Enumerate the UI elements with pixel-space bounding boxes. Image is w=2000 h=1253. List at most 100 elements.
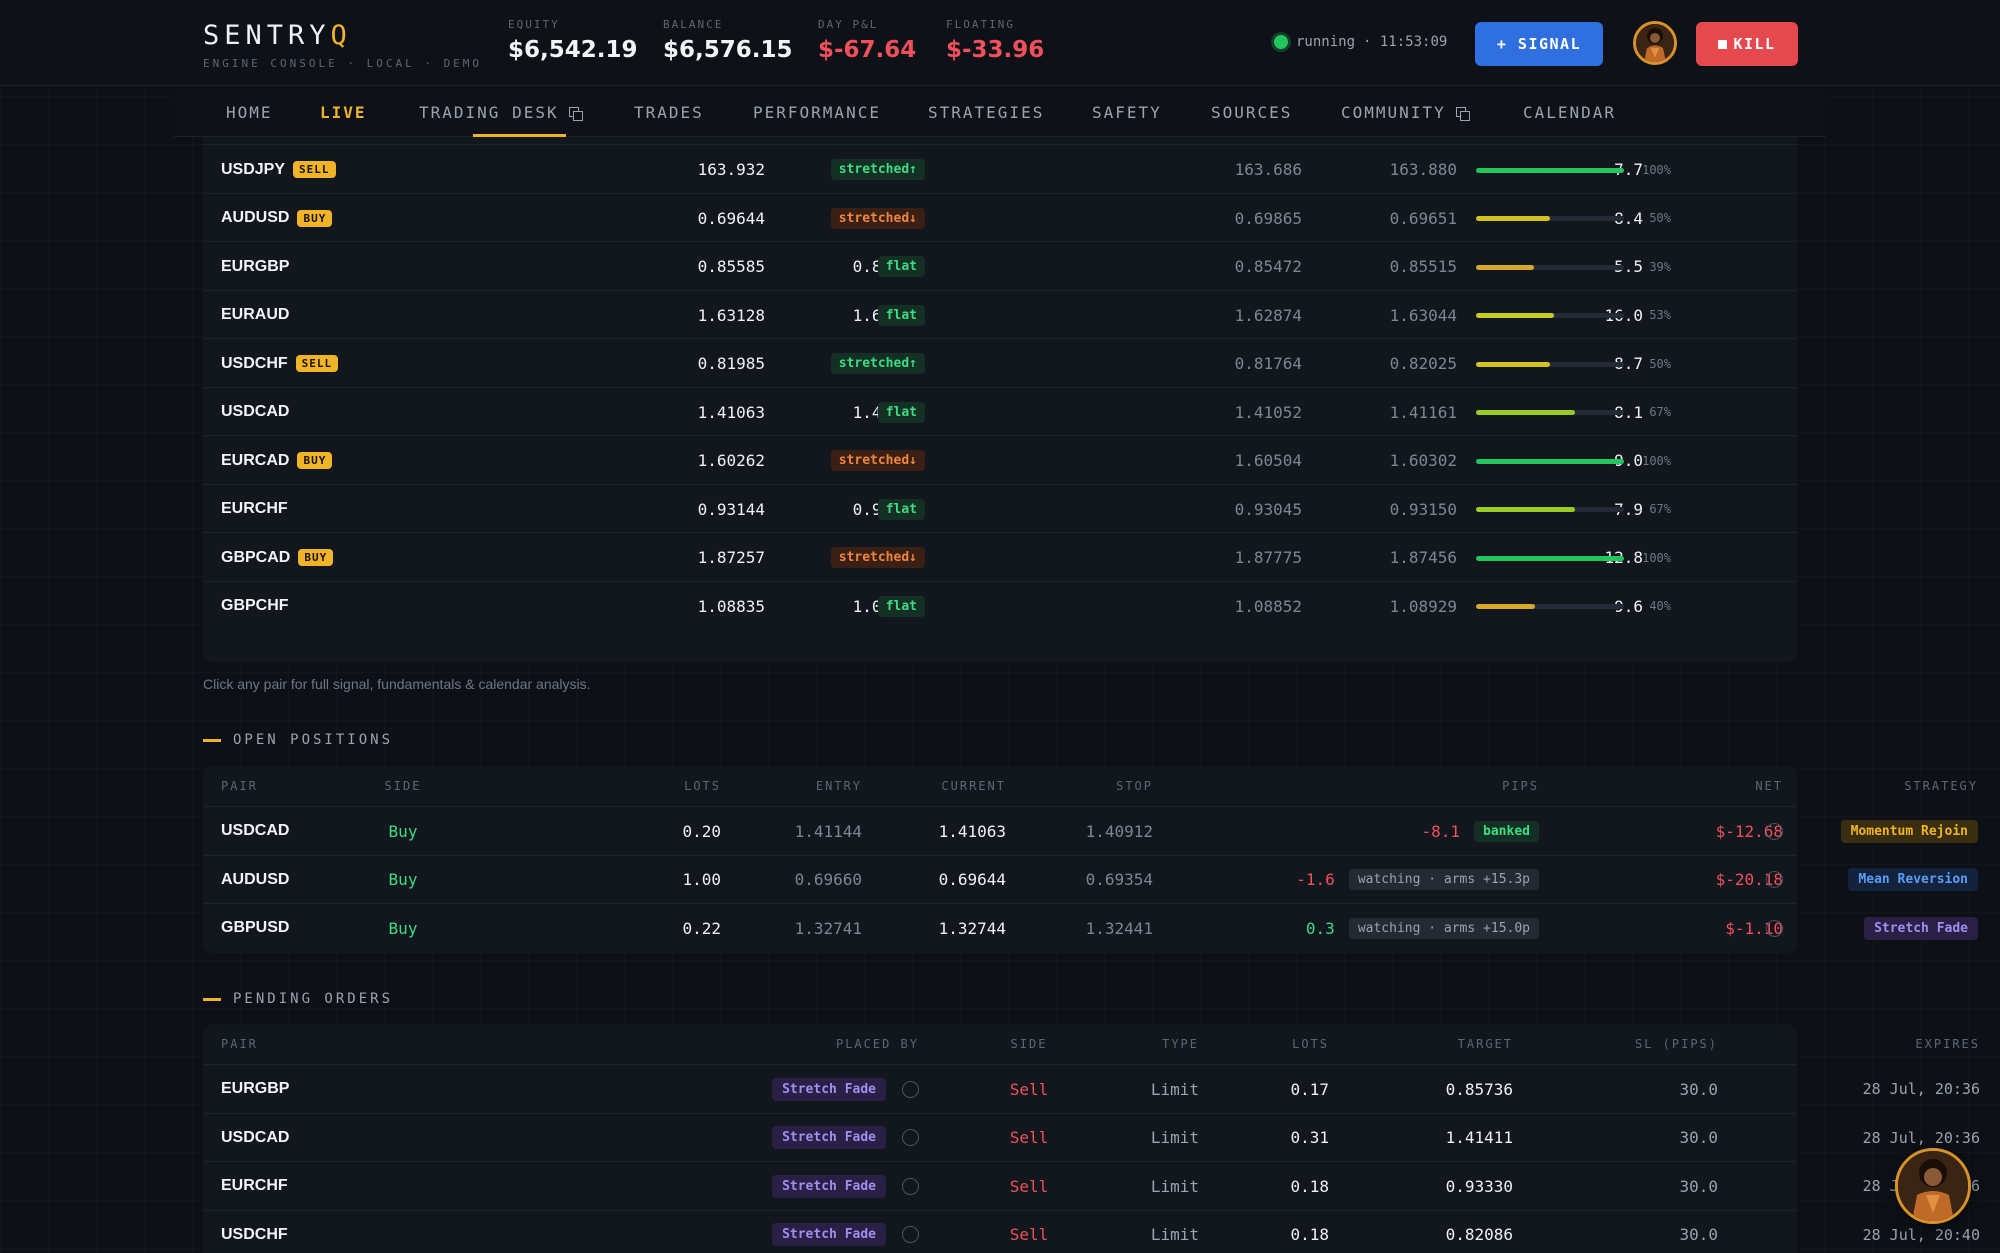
target-cell: 0.85736: [1445, 1079, 1513, 1099]
signal-button[interactable]: + SIGNAL: [1475, 22, 1603, 66]
pair-symbol: GBPCAD: [221, 548, 291, 566]
high-cell: 1.41161: [1389, 402, 1457, 422]
pips-value: 0.3: [1305, 918, 1335, 938]
kill-button[interactable]: KILL: [1696, 22, 1798, 66]
tab-label: LIVE: [320, 103, 367, 122]
position-row[interactable]: AUDUSD Buy 1.00 0.69660 0.69644 0.69354 -1.6 wa…: [203, 854, 1978, 904]
strength-bar: [1476, 313, 1624, 318]
watchlist-row[interactable]: USDCAD1.410631.41065flat1.410521.411618.…: [203, 388, 1797, 436]
column-header-target: TARGET: [1457, 1037, 1513, 1051]
low-cell: 0.69865: [1234, 208, 1302, 228]
metric-equity: EQUITY $6,542.19: [508, 18, 638, 63]
signal-tag: BUY: [297, 209, 333, 227]
strength-bar: [1476, 458, 1624, 464]
brand: SENTRYQ ENGINE CONSOLE · LOCAL · DEMO: [203, 20, 482, 70]
lots-cell: 0.31: [1290, 1128, 1329, 1147]
pending-order-row[interactable]: EURCHF Stretch Fade Sell Limit 0.18 0.93330 30…: [203, 1161, 1980, 1209]
strength-bar-fill: [1476, 555, 1624, 561]
strategy-badge: Stretch Fade: [772, 1174, 886, 1198]
pending-order-row[interactable]: USDCHF Stretch Fade Sell Limit 0.18 0.82086 30…: [203, 1209, 1980, 1253]
pair-symbol: USDJPY: [221, 160, 286, 178]
watchlist-row[interactable]: EURCADBUY1.602621.60265stretched↓1.60504…: [203, 437, 1797, 485]
circle-toggle-icon[interactable]: [902, 1129, 919, 1146]
type-cell: Limit: [1150, 1225, 1199, 1244]
tab-trades[interactable]: TRADES: [634, 103, 704, 122]
score-cell: 8.1: [1614, 402, 1643, 422]
strategy-badge: Stretch Fade: [772, 1223, 886, 1246]
strength-percent: 40%: [1649, 599, 1671, 613]
strength-percent: 53%: [1649, 308, 1671, 322]
score-cell: 5.5: [1614, 257, 1643, 276]
watchlist-table: GBPUSDBUY1.327441.32747stretched↓1.33132…: [203, 110, 1797, 662]
lots-cell: 0.20: [682, 821, 721, 841]
state-cell: flat: [203, 582, 925, 630]
expires-cell: 28 Jul, 20:40: [1862, 1225, 1980, 1244]
watchlist-row[interactable]: EURGBP0.855850.85586flat0.854720.855155.…: [203, 243, 1797, 291]
placed-by-cell: Stretch Fade: [653, 1211, 919, 1253]
circle-toggle-icon[interactable]: [902, 1177, 919, 1195]
close-position-toggle[interactable]: [1759, 904, 1789, 952]
high-cell: 1.60302: [1389, 451, 1457, 470]
pair-cell: EURGBP: [221, 243, 289, 291]
metric-value: $-67.64: [818, 37, 917, 63]
position-row[interactable]: USDCAD Buy 0.20 1.41144 1.41063 1.40912 -8.1 ba…: [203, 806, 1978, 855]
watchlist-row[interactable]: EURCHF0.931440.93147flat0.930450.931507.…: [203, 485, 1797, 533]
column-header-net: NET: [1755, 779, 1783, 793]
watchlist-row[interactable]: EURAUD1.631281.63132flat1.628741.6304416…: [203, 291, 1797, 339]
stop-cell: 1.32441: [1085, 918, 1153, 938]
side-cell: Buy: [388, 821, 418, 841]
sl-cell: 30.0: [1679, 1128, 1718, 1147]
pending-order-row[interactable]: USDCAD Stretch Fade Sell Limit 0.31 1.41411 30…: [203, 1112, 1980, 1161]
tab-strategies[interactable]: STRATEGIES: [928, 103, 1044, 122]
watchlist-row[interactable]: GBPCADBUY1.872571.87264stretched↓1.87775…: [203, 534, 1797, 582]
tab-safety[interactable]: SAFETY: [1092, 103, 1162, 122]
brand-name: SENTRYQ: [203, 20, 352, 51]
pair-cell: USDCAD: [221, 1128, 290, 1146]
tab-label: PERFORMANCE: [753, 103, 881, 122]
assistant-avatar-button[interactable]: [1895, 1148, 1971, 1224]
low-cell: 1.41052: [1234, 402, 1302, 422]
watchlist-row[interactable]: USDCHFSELL0.819850.81985stretched↑0.8176…: [203, 340, 1797, 388]
tab-calendar[interactable]: CALENDAR: [1523, 103, 1616, 122]
strength-bar-fill: [1476, 507, 1576, 512]
side-cell: Buy: [388, 918, 418, 938]
close-position-toggle[interactable]: [1759, 807, 1789, 855]
position-row[interactable]: GBPUSD Buy 0.22 1.32741 1.32744 1.32441 0.3 wat…: [203, 903, 1978, 952]
tab-sources[interactable]: SOURCES: [1211, 103, 1292, 122]
tab-trading-desk[interactable]: TRADING DESK: [419, 103, 583, 122]
column-header-pips: PIPS: [1502, 779, 1539, 793]
tab-home[interactable]: HOME: [226, 103, 273, 122]
metric-label: BALANCE: [663, 18, 724, 31]
high-cell: 0.85515: [1389, 257, 1457, 276]
strategy-badge: Mean Reversion: [1848, 868, 1978, 891]
metric-value: $6,576.15: [663, 37, 793, 63]
tab-community[interactable]: COMMUNITY: [1341, 103, 1470, 122]
circle-toggle-icon[interactable]: [902, 1226, 919, 1243]
circle-toggle-icon: [1765, 822, 1783, 840]
avatar-image-icon: [1636, 24, 1674, 62]
watchlist-row[interactable]: AUDUSDBUY0.696440.69645stretched↓0.69865…: [203, 194, 1797, 242]
strength-bar-fill: [1476, 361, 1550, 367]
strategy-badge: Stretch Fade: [772, 1126, 886, 1149]
strength-percent: 100%: [1642, 550, 1671, 565]
high-cell: 1.87456: [1389, 548, 1457, 567]
engine-status: running · 11:53:09: [1274, 34, 1447, 50]
user-avatar[interactable]: [1633, 21, 1677, 65]
column-header-pair: PAIR: [221, 779, 258, 793]
main-nav: HOME LIVE TRADING DESK TRADES PERFORMANCE STR…: [174, 86, 1826, 137]
tab-label: SAFETY: [1092, 103, 1162, 122]
score-cell: 8.4: [1614, 208, 1643, 228]
circle-toggle-icon[interactable]: [902, 1080, 919, 1098]
tab-live[interactable]: LIVE: [320, 103, 367, 122]
watchlist-row[interactable]: GBPCHF1.088351.08839flat1.088521.089299.…: [203, 582, 1797, 630]
pips-cell: 0.3 watching · arms +15.0p: [1203, 904, 1539, 952]
close-position-toggle[interactable]: [1759, 856, 1789, 904]
state-badge: stretched↑: [830, 353, 925, 374]
status-dot-icon: [1274, 35, 1288, 49]
tab-label: TRADES: [634, 103, 704, 122]
state-badge: stretched↓: [830, 207, 925, 229]
watchlist-row[interactable]: USDJPYSELL163.932163.933stretched↑163.68…: [203, 146, 1797, 194]
sl-cell: 30.0: [1679, 1176, 1718, 1196]
tab-performance[interactable]: PERFORMANCE: [753, 103, 881, 122]
pending-order-row[interactable]: EURGBP Stretch Fade Sell Limit 0.17 0.85736 30…: [203, 1064, 1980, 1112]
